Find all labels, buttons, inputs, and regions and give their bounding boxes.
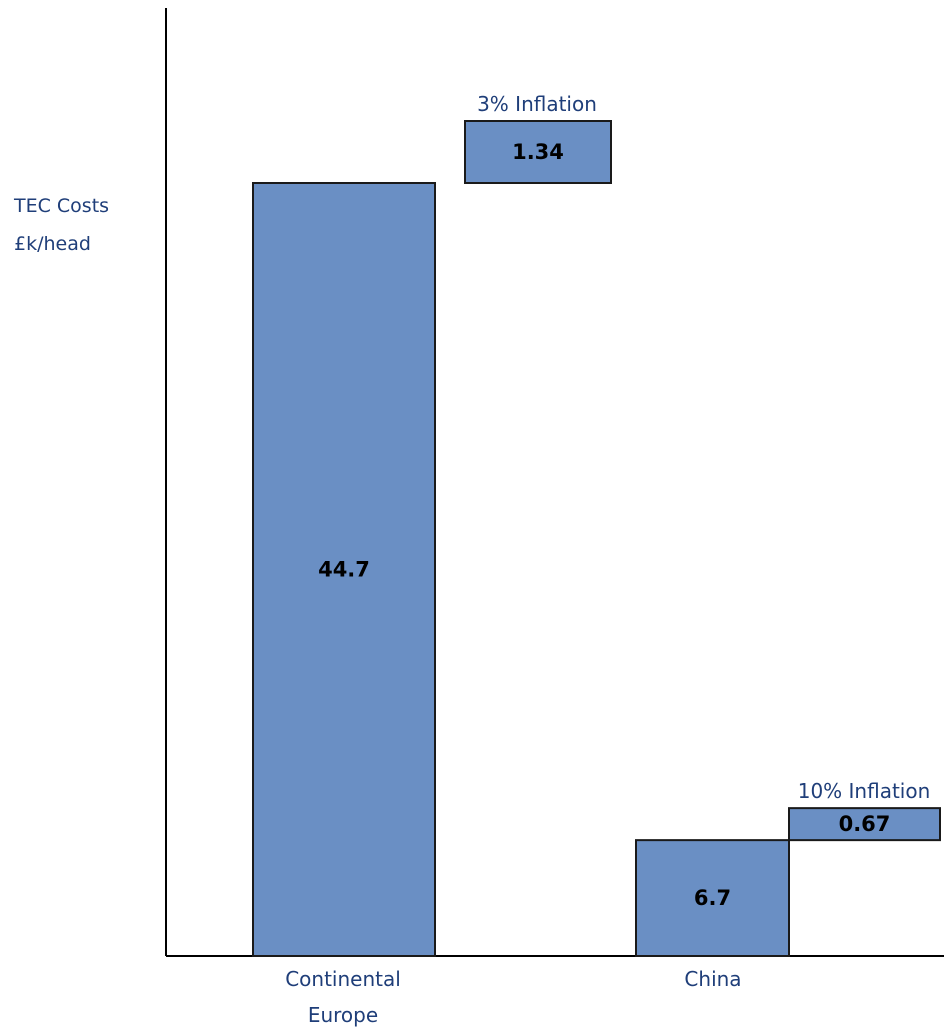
increment-value-label: 0.67 bbox=[839, 812, 891, 836]
x-tick-label: China bbox=[684, 967, 741, 991]
x-tick-label: Europe bbox=[308, 1003, 378, 1027]
bar-value-label: 6.7 bbox=[694, 886, 731, 910]
bar bbox=[252, 182, 436, 957]
increment-title-label: 10% Inflation bbox=[798, 779, 931, 803]
increment-box bbox=[464, 120, 612, 184]
bar bbox=[635, 839, 790, 958]
chart-marks: 44.7 1.34 3% Inflation Continental Europe 6.7… bbox=[252, 92, 941, 1027]
increment-box bbox=[788, 807, 941, 842]
increment-title-label: 3% Inflation bbox=[477, 92, 597, 116]
y-axis-label: TEC Costs £k/head bbox=[14, 195, 110, 255]
bar-value-label: 44.7 bbox=[318, 558, 370, 582]
x-tick-label: Continental bbox=[285, 967, 401, 991]
increment-value-label: 1.34 bbox=[512, 140, 564, 164]
